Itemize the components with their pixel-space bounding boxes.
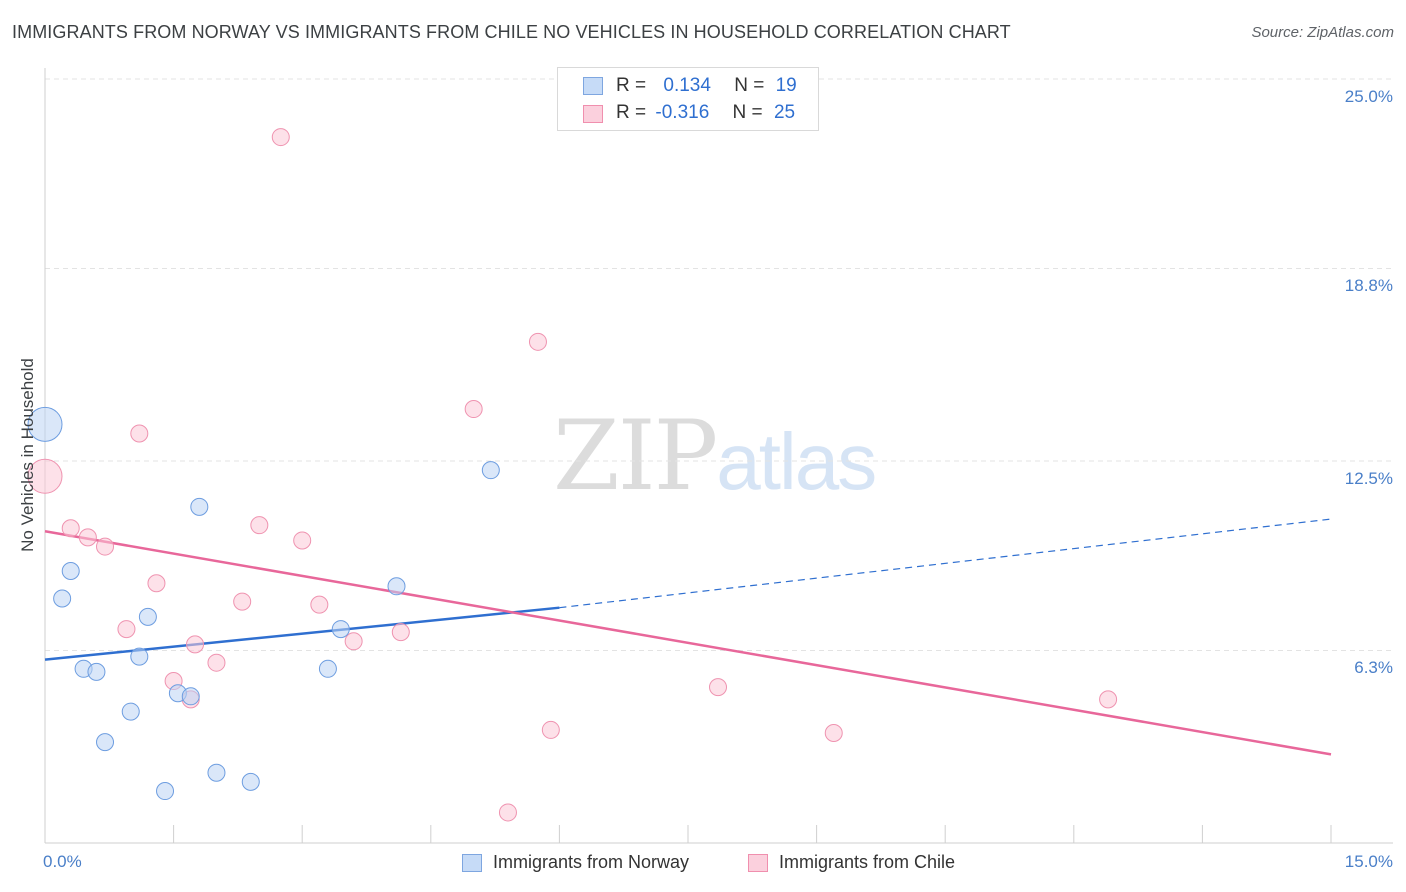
chile-point xyxy=(78,528,97,547)
norway-trend-extension xyxy=(559,518,1332,609)
norway-point xyxy=(318,659,337,678)
norway-point xyxy=(121,702,140,721)
chile-point xyxy=(464,400,483,419)
y-axis-label: No Vehicles in Household xyxy=(18,358,37,552)
n-label: N = xyxy=(734,75,765,96)
norway-trend-line xyxy=(44,606,560,661)
chile-stats: R = -0.316 N = 25 xyxy=(616,102,795,126)
chile-point xyxy=(498,803,517,822)
chile-point xyxy=(709,678,728,697)
chile-point xyxy=(233,592,252,611)
chile-point xyxy=(824,723,843,742)
chile-point xyxy=(310,595,329,614)
norway-legend-label: Immigrants from Norway xyxy=(493,852,690,872)
y-tick-label: 18.8% xyxy=(1344,276,1393,296)
r-label: R = xyxy=(616,75,647,96)
norway-point xyxy=(130,647,149,666)
chile-n-value: 25 xyxy=(773,102,796,123)
norway-point xyxy=(53,589,72,608)
axes xyxy=(44,68,1393,844)
chile-legend-label: Immigrants from Chile xyxy=(779,852,956,872)
norway-point xyxy=(190,497,209,516)
data-points xyxy=(27,128,1118,822)
watermark-zip: ZIP xyxy=(553,400,718,512)
norway-point xyxy=(61,562,80,581)
chile-point xyxy=(61,519,80,538)
chile-legend-swatch xyxy=(748,854,768,872)
y-tick-label: 25.0% xyxy=(1344,87,1393,106)
chart-title: IMMIGRANTS FROM NORWAY VS IMMIGRANTS FRO… xyxy=(12,22,1011,42)
chile-point xyxy=(344,632,363,651)
chile-point xyxy=(250,516,269,535)
norway-point xyxy=(27,406,63,442)
norway-swatch xyxy=(583,77,603,95)
norway-point xyxy=(207,763,226,782)
chile-point xyxy=(541,720,560,739)
norway-n-value: 19 xyxy=(775,75,797,96)
norway-point xyxy=(138,607,157,626)
x-tick-label-min: 0.0% xyxy=(43,852,82,871)
grid-lines xyxy=(45,78,1393,651)
chile-point xyxy=(117,620,136,639)
chile-trend-line xyxy=(44,530,1332,756)
norway-point xyxy=(156,782,175,801)
norway-point xyxy=(87,662,106,681)
chile-point xyxy=(147,574,166,593)
n-label: N = xyxy=(732,102,763,123)
correlation-legend: R = 0.134 N = 19 R = -0.316 N = 25 xyxy=(557,67,819,131)
norway-point xyxy=(331,620,350,639)
norway-stats: R = 0.134 N = 19 xyxy=(616,75,797,99)
chile-r-value: -0.316 xyxy=(655,102,710,123)
norway-point xyxy=(387,577,406,596)
y-tick-label: 6.3% xyxy=(1354,658,1393,678)
x-tick-label-max: 15.0% xyxy=(1344,852,1393,871)
chile-swatch xyxy=(583,105,603,123)
chile-point xyxy=(293,531,312,550)
chile-point xyxy=(1099,690,1118,709)
norway-point xyxy=(96,733,115,752)
norway-point xyxy=(241,772,260,791)
chile-point xyxy=(96,537,115,556)
source-credit: Source: ZipAtlas.com xyxy=(1251,24,1394,41)
chile-point xyxy=(130,424,149,443)
norway-point xyxy=(181,687,200,706)
norway-r-value: 0.134 xyxy=(663,75,711,96)
chile-point xyxy=(271,128,290,147)
chile-point xyxy=(186,635,205,654)
trend-lines xyxy=(44,518,1332,756)
y-tick-label: 12.5% xyxy=(1344,469,1393,488)
r-label: R = xyxy=(616,102,647,123)
chile-point xyxy=(207,653,226,672)
chile-point xyxy=(391,623,410,642)
norway-legend-swatch xyxy=(462,854,482,872)
chile-point xyxy=(27,458,63,494)
norway-point xyxy=(481,461,500,480)
chile-point xyxy=(528,332,547,351)
